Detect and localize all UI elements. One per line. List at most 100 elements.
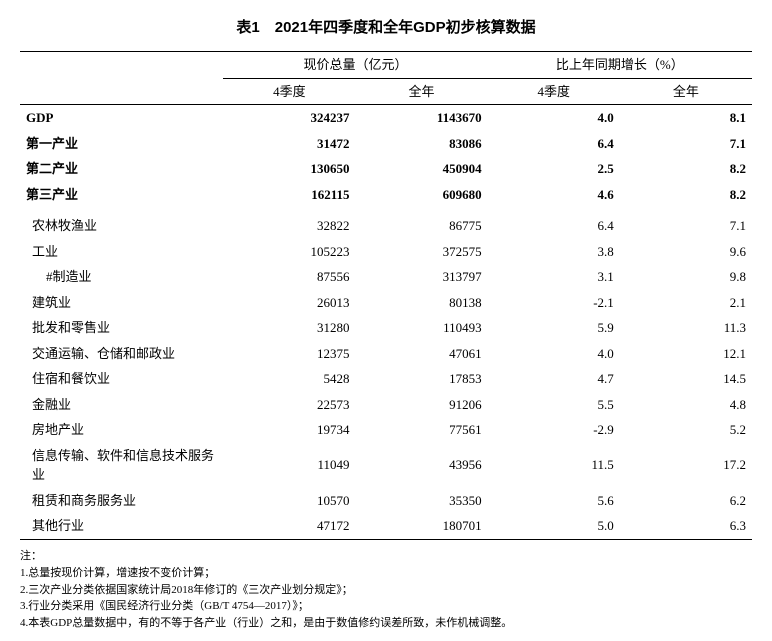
row-value: 372575 — [355, 239, 487, 265]
row-value: 5.2 — [620, 417, 752, 443]
row-value: 14.5 — [620, 366, 752, 392]
row-label: 批发和零售业 — [20, 315, 223, 341]
row-value: 12.1 — [620, 341, 752, 367]
row-value: 86775 — [355, 213, 487, 239]
row-value: 4.0 — [488, 341, 620, 367]
row-value: 6.3 — [620, 513, 752, 539]
subheader-q4-value: 4季度 — [223, 78, 355, 105]
row-value: 450904 — [355, 156, 487, 182]
row-value: 10570 — [223, 488, 355, 514]
row-value: 2.5 — [488, 156, 620, 182]
row-value: 313797 — [355, 264, 487, 290]
row-value: 43956 — [355, 443, 487, 488]
row-value: 6.2 — [620, 488, 752, 514]
row-label: 第一产业 — [20, 131, 223, 157]
table-row: 租赁和商务服务业10570353505.66.2 — [20, 488, 752, 514]
row-value: 80138 — [355, 290, 487, 316]
table-row: 批发和零售业312801104935.911.3 — [20, 315, 752, 341]
table-row: 信息传输、软件和信息技术服务业110494395611.517.2 — [20, 443, 752, 488]
row-value: 8.2 — [620, 156, 752, 182]
row-value: 2.1 — [620, 290, 752, 316]
row-value: 11.3 — [620, 315, 752, 341]
row-value: 31280 — [223, 315, 355, 341]
table-row: 金融业22573912065.54.8 — [20, 392, 752, 418]
row-value: 35350 — [355, 488, 487, 514]
note-item: 1.总量按现价计算，增速按不变价计算； — [20, 565, 752, 582]
row-label: GDP — [20, 105, 223, 131]
row-label: 租赁和商务服务业 — [20, 488, 223, 514]
row-value: 4.7 — [488, 366, 620, 392]
row-value: 17.2 — [620, 443, 752, 488]
row-value: 6.4 — [488, 131, 620, 157]
row-value: 77561 — [355, 417, 487, 443]
gdp-table: 现价总量（亿元） 比上年同期增长（%） 4季度 全年 4季度 全年 GDP324… — [20, 51, 752, 540]
row-value: 22573 — [223, 392, 355, 418]
blank-subheader — [20, 78, 223, 105]
row-value: 91206 — [355, 392, 487, 418]
notes-head: 注： — [20, 548, 752, 565]
row-value: 1143670 — [355, 105, 487, 131]
row-value: 5.9 — [488, 315, 620, 341]
table-row: 住宿和餐饮业5428178534.714.5 — [20, 366, 752, 392]
row-value: 4.8 — [620, 392, 752, 418]
row-label: 信息传输、软件和信息技术服务业 — [20, 443, 223, 488]
row-label: 工业 — [20, 239, 223, 265]
detail-rows: 农林牧渔业32822867756.47.1工业1052233725753.89.… — [20, 213, 752, 539]
row-value: 9.8 — [620, 264, 752, 290]
row-value: 8.2 — [620, 182, 752, 208]
group-header-row: 现价总量（亿元） 比上年同期增长（%） — [20, 52, 752, 79]
subheader-q4-growth: 4季度 — [488, 78, 620, 105]
row-value: 87556 — [223, 264, 355, 290]
row-value: 5.0 — [488, 513, 620, 539]
row-value: 32822 — [223, 213, 355, 239]
row-label: 农林牧渔业 — [20, 213, 223, 239]
row-label: 交通运输、仓储和邮政业 — [20, 341, 223, 367]
table-row: 第二产业1306504509042.58.2 — [20, 156, 752, 182]
table-row: 第一产业31472830866.47.1 — [20, 131, 752, 157]
row-label: 房地产业 — [20, 417, 223, 443]
row-value: 3.1 — [488, 264, 620, 290]
table-row: 交通运输、仓储和邮政业12375470614.012.1 — [20, 341, 752, 367]
row-value: 130650 — [223, 156, 355, 182]
row-value: 324237 — [223, 105, 355, 131]
row-label: 第二产业 — [20, 156, 223, 182]
subheader-year-growth: 全年 — [620, 78, 752, 105]
row-value: 110493 — [355, 315, 487, 341]
row-value: 47172 — [223, 513, 355, 539]
table-row: 第三产业1621156096804.68.2 — [20, 182, 752, 208]
row-value: 17853 — [355, 366, 487, 392]
row-value: -2.1 — [488, 290, 620, 316]
row-value: 5.5 — [488, 392, 620, 418]
table-title: 表1 2021年四季度和全年GDP初步核算数据 — [20, 16, 752, 37]
note-item: 4.本表GDP总量数据中，有的不等于各产业（行业）之和，是由于数值修约误差所致，… — [20, 615, 752, 632]
row-value: 4.0 — [488, 105, 620, 131]
row-value: 11.5 — [488, 443, 620, 488]
row-value: 5428 — [223, 366, 355, 392]
row-value: -2.9 — [488, 417, 620, 443]
row-value: 4.6 — [488, 182, 620, 208]
table-row: #制造业875563137973.19.8 — [20, 264, 752, 290]
row-value: 31472 — [223, 131, 355, 157]
row-value: 105223 — [223, 239, 355, 265]
blank-header — [20, 52, 223, 79]
row-value: 7.1 — [620, 213, 752, 239]
table-notes: 注： 1.总量按现价计算，增速按不变价计算；2.三次产业分类依据国家统计局201… — [20, 548, 752, 632]
row-value: 12375 — [223, 341, 355, 367]
table-row: 房地产业1973477561-2.95.2 — [20, 417, 752, 443]
subheader-year-value: 全年 — [355, 78, 487, 105]
row-value: 47061 — [355, 341, 487, 367]
sub-header-row: 4季度 全年 4季度 全年 — [20, 78, 752, 105]
note-item: 2.三次产业分类依据国家统计局2018年修订的《三次产业划分规定》； — [20, 582, 752, 599]
table-row: 其他行业471721807015.06.3 — [20, 513, 752, 539]
group-header-growth: 比上年同期增长（%） — [488, 52, 752, 79]
row-value: 11049 — [223, 443, 355, 488]
row-value: 19734 — [223, 417, 355, 443]
row-value: 26013 — [223, 290, 355, 316]
row-value: 5.6 — [488, 488, 620, 514]
row-value: 609680 — [355, 182, 487, 208]
row-label: 其他行业 — [20, 513, 223, 539]
row-value: 8.1 — [620, 105, 752, 131]
row-value: 162115 — [223, 182, 355, 208]
table-row: 工业1052233725753.89.6 — [20, 239, 752, 265]
table-row: GDP32423711436704.08.1 — [20, 105, 752, 131]
